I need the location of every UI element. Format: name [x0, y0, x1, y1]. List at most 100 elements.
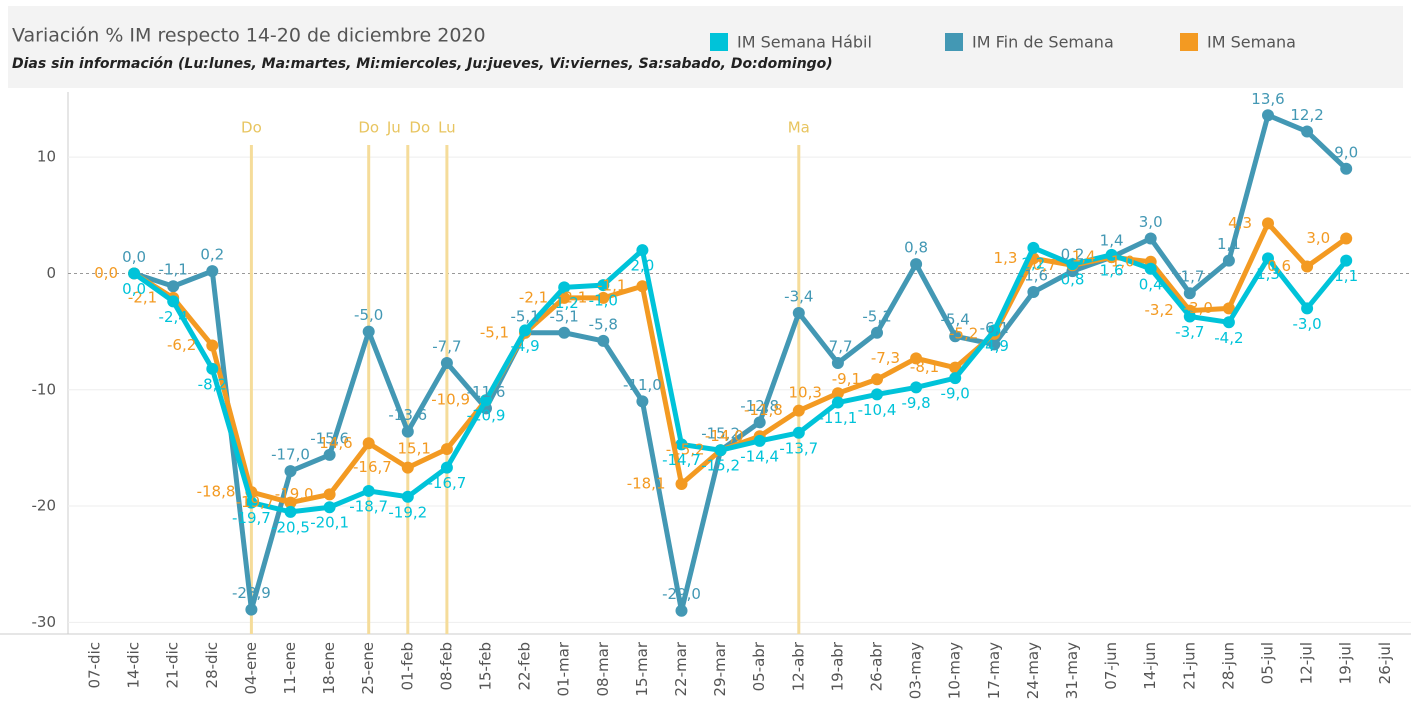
data-label: 0,4	[1139, 275, 1163, 293]
data-label: 0,0	[94, 264, 118, 282]
x-tick-label: 22-feb	[516, 642, 534, 691]
data-label: -2,4	[159, 308, 188, 326]
data-label: 1,1	[1217, 235, 1241, 253]
x-tick-label: 10-may	[946, 642, 964, 699]
data-label: -18,7	[349, 497, 388, 515]
reference-label: Ju	[386, 119, 401, 137]
x-tick-label: 29-mar	[711, 641, 729, 696]
data-label: -7,7	[823, 338, 852, 356]
point	[871, 388, 883, 401]
data-label: 0,0	[122, 280, 146, 298]
point	[910, 381, 923, 394]
point	[831, 357, 844, 369]
point	[401, 461, 414, 474]
point	[675, 438, 688, 451]
point	[792, 426, 805, 439]
data-label: -11,0	[623, 376, 662, 394]
data-label: 12,2	[1290, 106, 1323, 124]
point	[1340, 254, 1353, 267]
data-label: -5,1	[550, 307, 579, 325]
point	[1262, 217, 1274, 230]
data-label: -5,2	[949, 324, 978, 342]
legend-swatch	[1180, 33, 1198, 51]
x-tick-label: 15-feb	[477, 642, 495, 691]
point	[675, 604, 688, 617]
reference-label: Do	[358, 119, 379, 137]
point	[1222, 254, 1235, 267]
x-tick-label: 08-feb	[437, 642, 455, 691]
reference-label: Do	[409, 119, 430, 137]
x-tick-label: 28-dic	[203, 642, 221, 688]
point	[1340, 162, 1353, 175]
point	[440, 443, 453, 456]
point	[1144, 262, 1157, 275]
data-label: -19,2	[388, 503, 427, 521]
data-label: -8,2	[198, 375, 227, 393]
reference-label: Ma	[788, 119, 810, 137]
point	[1262, 109, 1274, 122]
point	[1222, 316, 1235, 329]
data-label: -14,4	[740, 447, 779, 465]
x-tick-label: 12-jul	[1298, 642, 1316, 684]
x-tick-label: 15-mar	[633, 641, 651, 696]
point	[519, 324, 532, 337]
x-tick-label: 07-dic	[86, 642, 104, 688]
point	[558, 281, 571, 294]
point	[1301, 125, 1314, 138]
data-label: 1,3	[1256, 265, 1280, 283]
data-label: -19,7	[236, 493, 275, 511]
point	[558, 326, 571, 339]
data-label: -1,2	[550, 294, 579, 312]
x-tick-label: 05-jul	[1259, 642, 1277, 684]
data-label: -14,0	[705, 427, 744, 445]
data-label: -7,3	[871, 349, 900, 367]
x-tick-label: 08-mar	[594, 641, 612, 696]
data-label: -10,4	[858, 401, 897, 419]
point	[910, 352, 923, 365]
data-label: -2,1	[558, 288, 587, 306]
data-label: -6,2	[167, 336, 196, 354]
data-label: -11,6	[467, 383, 506, 401]
x-tick-label: 19-jul	[1337, 642, 1355, 684]
series-line	[132, 245, 1349, 515]
data-label: -7,7	[432, 338, 461, 356]
data-label: 15,1	[397, 440, 430, 458]
data-label: 2,2	[1021, 254, 1045, 272]
data-label: -3,0	[1184, 299, 1213, 317]
point	[206, 265, 219, 278]
x-tick-label: 22-mar	[672, 641, 690, 696]
data-label: -1,1	[159, 261, 188, 279]
data-label: -15,2	[701, 457, 740, 475]
point	[1340, 232, 1353, 245]
data-label: -17,0	[271, 446, 310, 464]
point	[597, 291, 610, 304]
point	[792, 404, 805, 417]
data-label: -11,1	[818, 409, 857, 427]
point	[597, 279, 610, 292]
data-label: -6,1	[980, 319, 1009, 337]
data-label: 1,3	[994, 249, 1018, 267]
point	[988, 338, 1001, 351]
point	[1027, 241, 1040, 254]
data-label: -5,1	[480, 323, 509, 341]
data-label: -3,2	[1145, 301, 1174, 319]
point	[1027, 286, 1040, 299]
data-label: -2,1	[519, 288, 548, 306]
point	[362, 325, 375, 338]
x-tick-label: 28-jun	[1219, 642, 1237, 690]
x-tick-label: 31-may	[1063, 642, 1081, 699]
x-tick-label: 11-ene	[281, 642, 299, 694]
point	[910, 258, 923, 271]
point	[284, 496, 297, 509]
data-label: -11,8	[744, 401, 783, 419]
data-label: -19,0	[275, 485, 314, 503]
point	[440, 461, 453, 474]
data-label: 3,0	[1306, 229, 1330, 247]
x-tick-label: 21-dic	[164, 642, 182, 688]
point	[871, 373, 883, 386]
data-label: 0,6	[1267, 257, 1291, 275]
data-label: -4,9	[510, 337, 539, 355]
point	[206, 362, 219, 375]
chart-title: Variación % IM respecto 14-20 de diciemb…	[12, 25, 486, 47]
x-tick-label: 01-feb	[398, 642, 416, 691]
